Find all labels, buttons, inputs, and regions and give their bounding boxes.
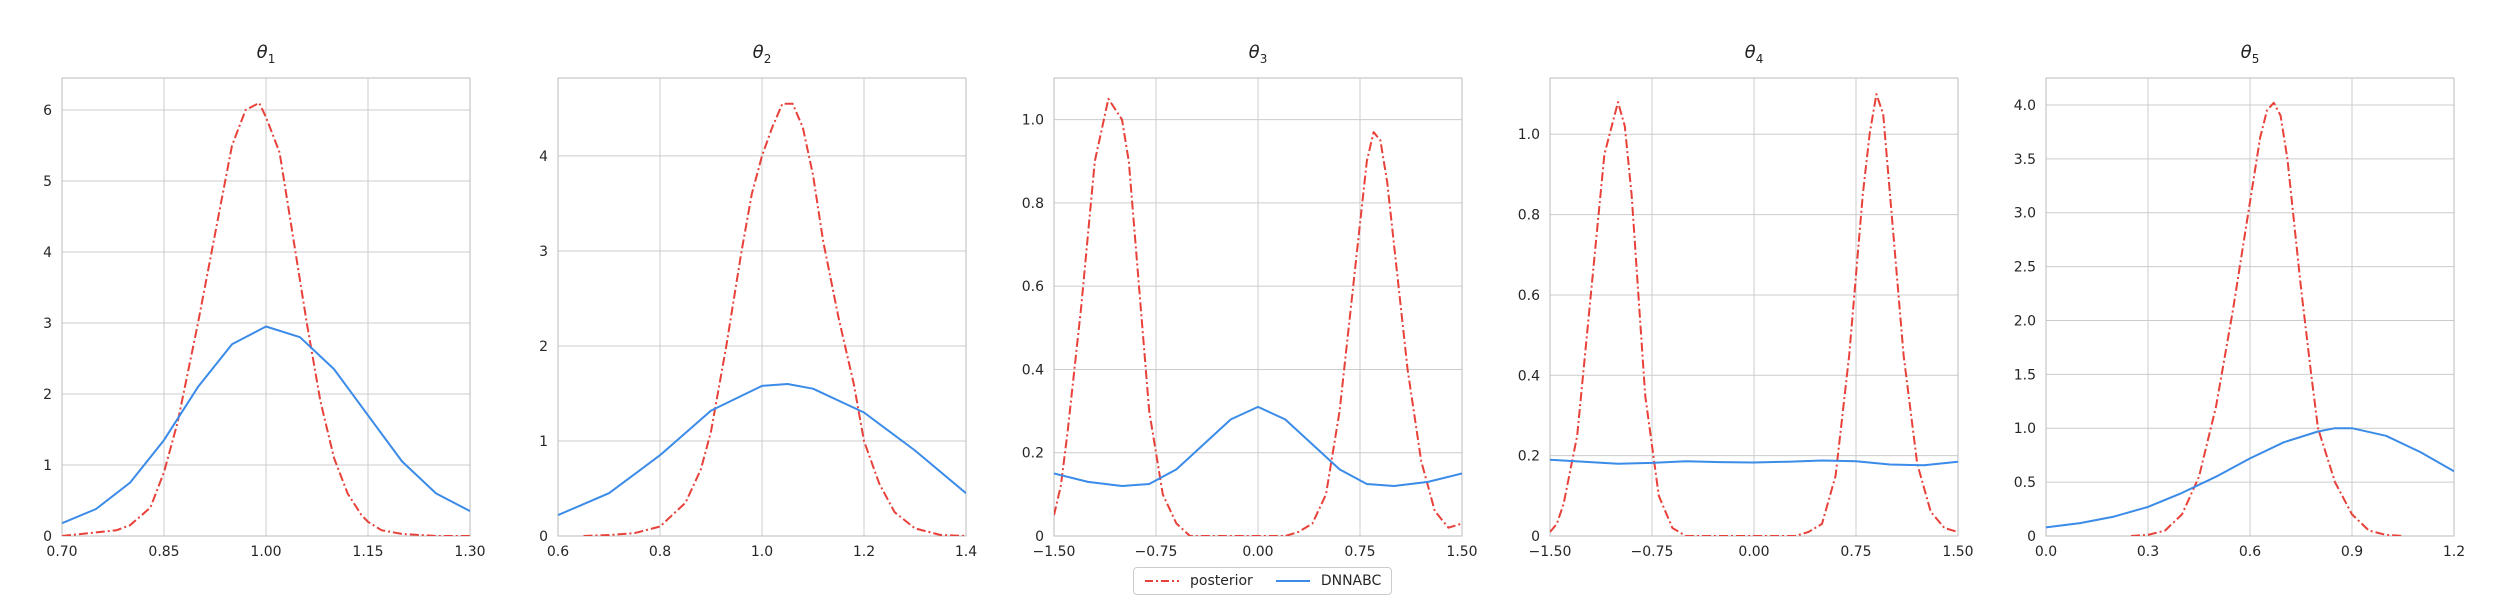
chart-panel-3: −1.50 −0.75 0.00 0.75 1.50 0 0.2 0.4 0.6 0.8 1.0 θ3 xyxy=(1022,42,1478,560)
x-tick-label: 0.00 xyxy=(1242,544,1273,560)
x-tick-label: 0.9 xyxy=(2341,544,2363,560)
y-tick-label: 0.2 xyxy=(1022,446,1044,462)
y-tick-label: 0 xyxy=(2027,529,2036,545)
x-tick-label: 1.30 xyxy=(454,544,485,560)
series-line-posterior xyxy=(1054,97,1462,536)
chart-title: θ4 xyxy=(1745,42,1764,66)
y-tick-label: 1.0 xyxy=(2014,421,2036,437)
series-line-posterior xyxy=(2130,101,2404,536)
chart-panel-5: 0.0 0.3 0.6 0.9 1.2 0 0.5 1.0 1.5 2.0 2.5 3.0 3.5 4.0… xyxy=(2014,42,2465,560)
legend-item-posterior: posterior xyxy=(1144,573,1253,589)
x-tick-label: −1.50 xyxy=(1529,544,1572,560)
y-tick-label: 1.0 xyxy=(1518,127,1540,143)
y-tick-label: 4 xyxy=(43,245,52,261)
y-tick-label: 3 xyxy=(43,316,52,332)
legend-item-dnnabc: DNNABC xyxy=(1275,573,1381,589)
chart-panel-1: 0.70 0.85 1.00 1.15 1.30 0 1 2 3 4 5 6 θ1 xyxy=(43,42,486,560)
y-tick-label: 0.2 xyxy=(1518,449,1540,465)
x-tick-label: 0.6 xyxy=(2239,544,2261,560)
chart-title: θ1 xyxy=(257,42,276,66)
plot-frame xyxy=(61,77,471,537)
chart-panel-2: 0.6 0.8 1.0 1.2 1.4 0 1 2 3 4 θ2 xyxy=(539,42,977,560)
y-tick-label: 0 xyxy=(539,529,548,545)
x-tick-label: 1.4 xyxy=(955,544,977,560)
y-tick-label: 4.0 xyxy=(2014,98,2036,114)
y-tick-label: 0 xyxy=(43,529,52,545)
x-tick-label: 0.75 xyxy=(1840,544,1871,560)
x-tick-label: 1.0 xyxy=(751,544,773,560)
y-tick-label: 1.0 xyxy=(1022,113,1044,129)
y-tick-label: 2 xyxy=(43,387,52,403)
series-line-dnnabc xyxy=(1054,405,1462,487)
x-tick-label: 0.0 xyxy=(2035,544,2057,560)
y-tick-label: 3.0 xyxy=(2014,206,2036,222)
legend: posterior DNNABC xyxy=(1133,567,1393,595)
y-tick-label: 0.8 xyxy=(1022,196,1044,212)
y-tick-label: 4 xyxy=(539,149,548,165)
y-tick-label: 2 xyxy=(539,339,548,355)
chart-title: θ5 xyxy=(2241,42,2260,66)
legend-swatch-posterior xyxy=(1145,580,1179,582)
chart-title: θ2 xyxy=(753,42,772,66)
x-tick-label: 1.2 xyxy=(853,544,875,560)
x-tick-label: 1.15 xyxy=(352,544,383,560)
x-tick-label: 0.75 xyxy=(1344,544,1375,560)
y-tick-label: 0 xyxy=(1035,529,1044,545)
legend-swatch-dnnabc xyxy=(1275,580,1310,582)
x-tick-label: 1.50 xyxy=(1942,544,1973,560)
x-tick-label: 0.85 xyxy=(148,544,179,560)
y-tick-label: 2.0 xyxy=(2014,313,2036,329)
y-tick-label: 0.6 xyxy=(1518,288,1540,304)
y-tick-label: 1.5 xyxy=(2014,367,2036,383)
chart-title: θ3 xyxy=(1249,42,1268,66)
y-tick-label: 3 xyxy=(539,244,548,260)
x-tick-label: 0.70 xyxy=(46,544,77,560)
y-tick-label: 0.4 xyxy=(1022,362,1044,378)
x-tick-label: 1.2 xyxy=(2443,544,2465,560)
plot-frame xyxy=(2045,77,2455,537)
chart-panel-4: −1.50 −0.75 0.00 0.75 1.50 0 0.2 0.4 0.6 0.8 1.0 θ4 xyxy=(1518,42,1974,560)
series-line-dnnabc xyxy=(558,383,966,517)
x-tick-label: 0.8 xyxy=(649,544,671,560)
series-line-dnnabc xyxy=(2046,427,2454,529)
y-tick-label: 0.5 xyxy=(2014,475,2036,491)
plot-frame xyxy=(557,77,967,537)
y-tick-label: 1 xyxy=(43,458,52,474)
y-tick-label: 3.5 xyxy=(2014,152,2036,168)
y-tick-label: 6 xyxy=(43,103,52,119)
y-tick-label: 2.5 xyxy=(2014,260,2036,276)
x-tick-label: 1.00 xyxy=(250,544,281,560)
x-tick-label: −0.75 xyxy=(1631,544,1674,560)
y-tick-label: 0.4 xyxy=(1518,368,1540,384)
x-tick-label: 1.50 xyxy=(1446,544,1477,560)
y-tick-label: 5 xyxy=(43,174,52,190)
y-tick-label: 0.6 xyxy=(1022,279,1044,295)
series-line-posterior xyxy=(62,101,470,536)
legend-label-dnnabc: DNNABC xyxy=(1320,573,1382,589)
x-tick-label: −1.50 xyxy=(1033,544,1076,560)
y-tick-label: 1 xyxy=(539,434,548,450)
y-tick-label: 0 xyxy=(1531,529,1540,545)
legend-label-posterior: posterior xyxy=(1190,573,1253,589)
y-tick-label: 0.8 xyxy=(1518,208,1540,224)
x-tick-label: −0.75 xyxy=(1135,544,1178,560)
x-tick-label: 0.6 xyxy=(547,544,569,560)
series-line-dnnabc xyxy=(62,325,470,525)
series-line-posterior xyxy=(583,102,966,536)
series-line-posterior xyxy=(1550,93,1958,536)
x-tick-label: 0.00 xyxy=(1738,544,1769,560)
series-line-dnnabc xyxy=(1550,458,1958,467)
x-tick-label: 0.3 xyxy=(2137,544,2159,560)
